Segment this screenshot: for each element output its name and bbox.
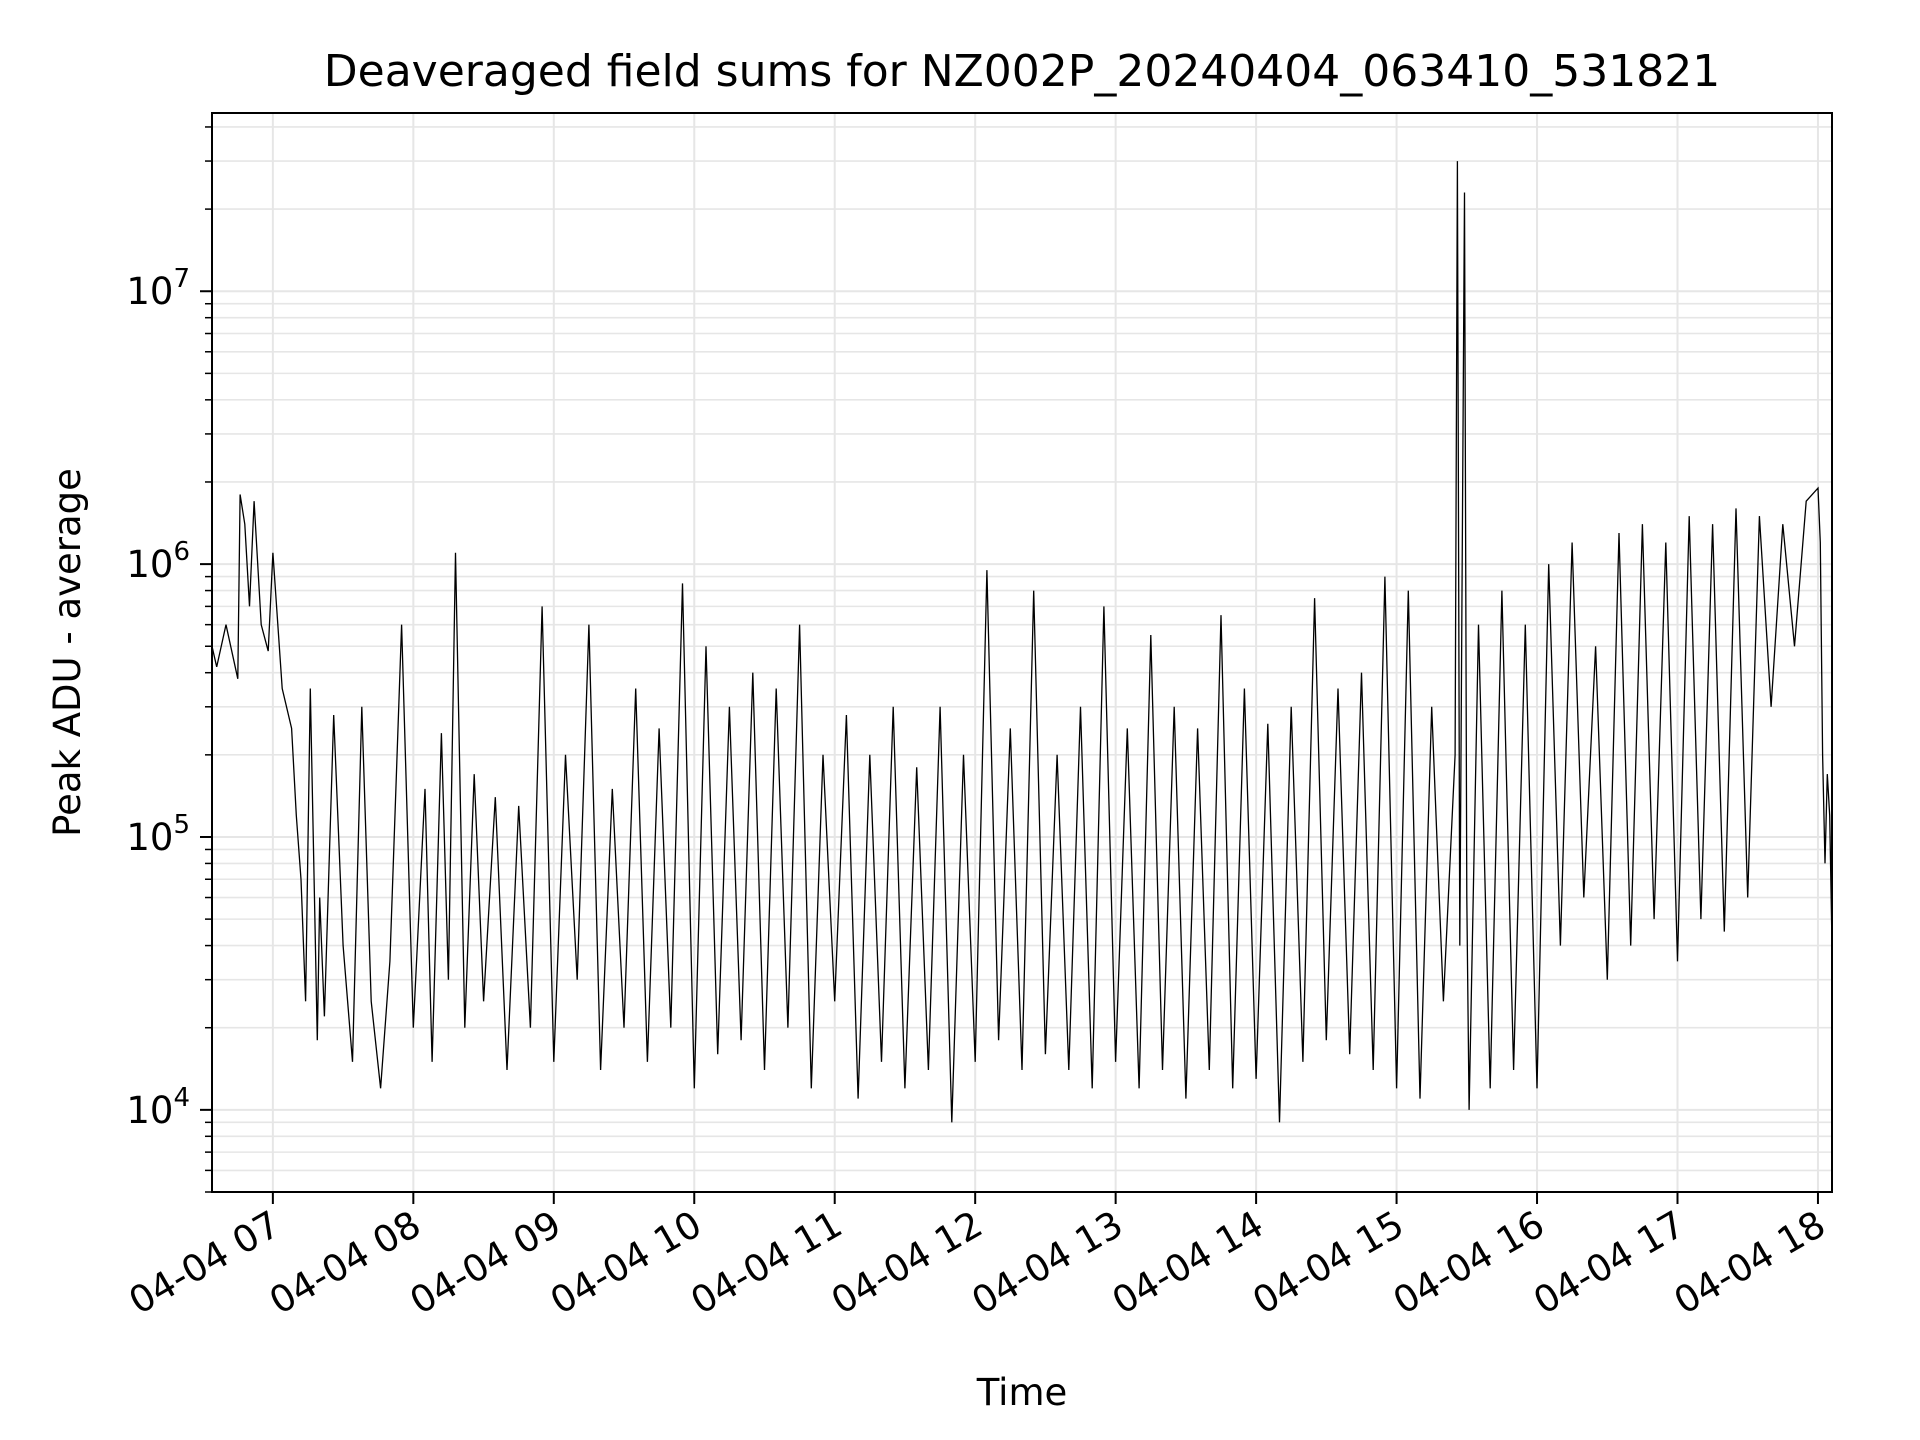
x-axis-label: Time (976, 1371, 1068, 1414)
series-line-group (211, 161, 1833, 1123)
y-axis: 104 105 106 107 (126, 126, 212, 1193)
series-line (211, 161, 1833, 1123)
axes-frame (211, 112, 1833, 1193)
y-tick-label: 107 (126, 264, 190, 313)
y-axis-label: Peak ADU - average (46, 468, 89, 837)
chart-title: Deaveraged field sums for NZ002P_2024040… (324, 46, 1720, 97)
y-tick-label: 105 (126, 810, 190, 859)
y-tick-label: 106 (126, 537, 190, 586)
y-tick-label: 104 (126, 1083, 190, 1132)
